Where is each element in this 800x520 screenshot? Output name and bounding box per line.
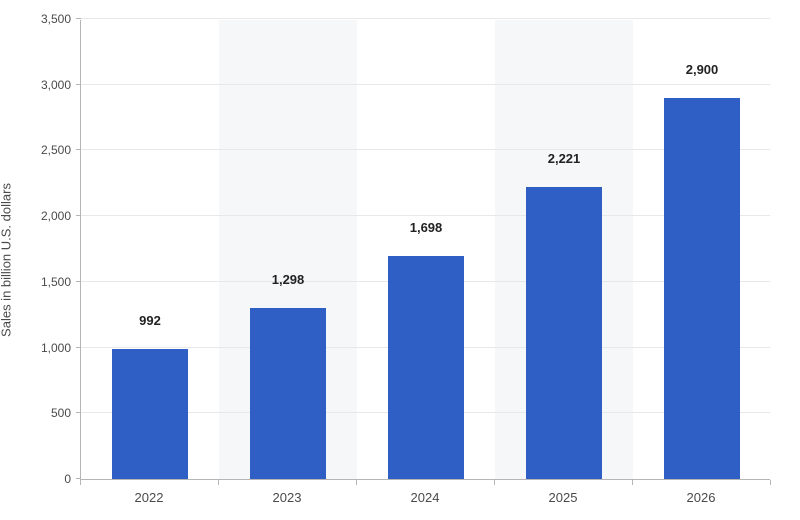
y-tick-mark <box>76 281 81 282</box>
y-tick-label: 3,500 <box>41 12 71 26</box>
chart-container: Sales in billion U.S. dollars 05001,0001… <box>0 0 800 520</box>
y-tick-mark <box>76 478 81 479</box>
x-tick-mark <box>218 480 219 485</box>
y-tick-mark <box>76 412 81 413</box>
y-axis-label: Sales in billion U.S. dollars <box>0 183 14 337</box>
x-tick-label: 2024 <box>411 490 440 505</box>
bar-value-label: 2,900 <box>686 62 719 77</box>
x-tick-mark <box>80 480 81 485</box>
y-tick-label: 0 <box>64 472 71 486</box>
x-tick-mark <box>494 480 495 485</box>
x-tick-mark <box>356 480 357 485</box>
x-tick-label: 2025 <box>549 490 578 505</box>
y-tick-mark <box>76 215 81 216</box>
x-tick-label: 2023 <box>273 490 302 505</box>
bar <box>388 256 464 479</box>
plot-area: 05001,0001,5002,0002,5003,0003,5009921,2… <box>80 20 770 480</box>
y-tick-label: 1,500 <box>41 275 71 289</box>
gridline <box>81 84 770 85</box>
y-tick-label: 500 <box>51 406 71 420</box>
bar-value-label: 2,221 <box>548 151 581 166</box>
x-tick-mark <box>770 480 771 485</box>
bar-value-label: 1,698 <box>410 220 443 235</box>
y-tick-label: 1,000 <box>41 341 71 355</box>
bar <box>112 349 188 479</box>
bar <box>664 98 740 479</box>
y-tick-label: 2,000 <box>41 209 71 223</box>
y-tick-mark <box>76 18 81 19</box>
bar <box>526 187 602 479</box>
gridline <box>81 18 770 19</box>
bar <box>250 308 326 479</box>
y-tick-mark <box>76 347 81 348</box>
y-tick-mark <box>76 149 81 150</box>
bar-value-label: 1,298 <box>272 272 305 287</box>
y-tick-mark <box>76 84 81 85</box>
x-tick-label: 2026 <box>687 490 716 505</box>
x-tick-label: 2022 <box>135 490 164 505</box>
bar-value-label: 992 <box>139 313 161 328</box>
y-tick-label: 3,000 <box>41 78 71 92</box>
y-tick-label: 2,500 <box>41 143 71 157</box>
x-tick-mark <box>632 480 633 485</box>
